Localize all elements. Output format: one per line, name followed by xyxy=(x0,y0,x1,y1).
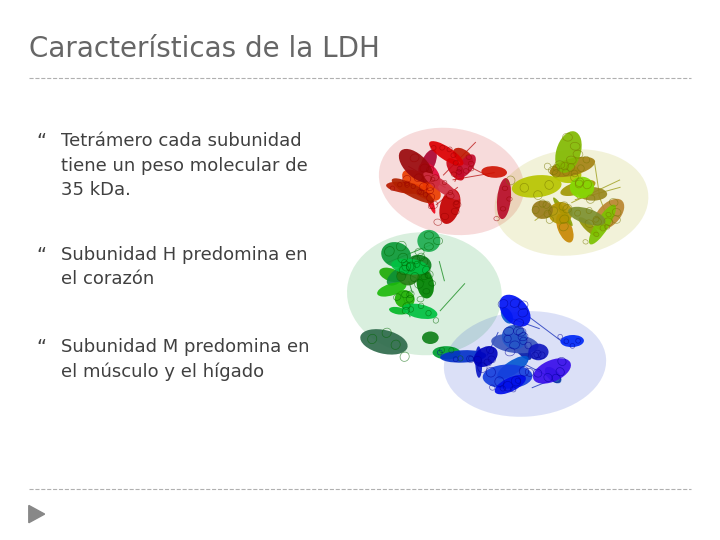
Ellipse shape xyxy=(474,346,498,367)
Ellipse shape xyxy=(456,154,476,178)
Text: “: “ xyxy=(36,132,46,151)
Ellipse shape xyxy=(551,163,582,183)
Ellipse shape xyxy=(495,375,526,394)
Ellipse shape xyxy=(402,170,441,201)
Ellipse shape xyxy=(387,267,409,286)
Ellipse shape xyxy=(553,198,572,226)
Ellipse shape xyxy=(502,325,527,349)
Ellipse shape xyxy=(482,166,507,178)
Ellipse shape xyxy=(475,346,482,378)
Ellipse shape xyxy=(377,282,406,296)
Ellipse shape xyxy=(500,295,531,327)
Ellipse shape xyxy=(568,207,606,226)
Ellipse shape xyxy=(501,307,513,323)
Ellipse shape xyxy=(391,259,429,275)
Ellipse shape xyxy=(578,187,607,201)
Ellipse shape xyxy=(549,202,572,224)
Ellipse shape xyxy=(379,268,402,282)
Ellipse shape xyxy=(453,148,473,165)
Ellipse shape xyxy=(423,172,459,200)
Ellipse shape xyxy=(560,180,595,196)
Ellipse shape xyxy=(360,329,408,355)
Text: Subunidad M predomina en
el músculo y el hígado: Subunidad M predomina en el músculo y el… xyxy=(61,338,310,381)
Ellipse shape xyxy=(392,178,434,203)
Ellipse shape xyxy=(407,255,431,274)
Ellipse shape xyxy=(439,190,461,224)
Ellipse shape xyxy=(545,367,562,383)
Text: Tetrámero cada subunidad
tiene un peso molecular de
35 kDa.: Tetrámero cada subunidad tiene un peso m… xyxy=(61,132,308,199)
Ellipse shape xyxy=(555,131,582,173)
Ellipse shape xyxy=(423,181,436,214)
Ellipse shape xyxy=(491,334,539,353)
Ellipse shape xyxy=(549,157,595,177)
Ellipse shape xyxy=(418,163,440,188)
Ellipse shape xyxy=(528,343,549,360)
Ellipse shape xyxy=(444,311,606,417)
Ellipse shape xyxy=(386,181,426,194)
Ellipse shape xyxy=(497,356,528,379)
Ellipse shape xyxy=(440,350,486,363)
Ellipse shape xyxy=(594,199,624,230)
Ellipse shape xyxy=(482,364,532,389)
Ellipse shape xyxy=(579,217,599,237)
Ellipse shape xyxy=(497,178,511,219)
Ellipse shape xyxy=(389,307,407,315)
Ellipse shape xyxy=(532,200,553,219)
Polygon shape xyxy=(29,505,45,523)
Ellipse shape xyxy=(347,232,502,355)
Ellipse shape xyxy=(429,141,464,166)
Ellipse shape xyxy=(510,334,532,360)
Ellipse shape xyxy=(560,335,584,347)
Ellipse shape xyxy=(570,177,594,198)
Text: Subunidad H predomina en
el corazón: Subunidad H predomina en el corazón xyxy=(61,246,307,288)
Ellipse shape xyxy=(418,230,441,252)
Ellipse shape xyxy=(397,262,420,286)
Ellipse shape xyxy=(402,303,437,319)
Ellipse shape xyxy=(556,214,574,242)
Ellipse shape xyxy=(417,270,434,299)
Text: “: “ xyxy=(36,246,46,265)
Text: “: “ xyxy=(36,338,46,356)
Ellipse shape xyxy=(422,332,438,344)
Ellipse shape xyxy=(433,346,461,360)
Ellipse shape xyxy=(399,149,433,183)
Ellipse shape xyxy=(512,175,562,198)
Ellipse shape xyxy=(446,158,464,180)
Ellipse shape xyxy=(420,150,437,176)
Ellipse shape xyxy=(495,149,649,256)
Ellipse shape xyxy=(395,290,415,308)
Ellipse shape xyxy=(589,205,616,245)
Ellipse shape xyxy=(533,358,571,383)
Ellipse shape xyxy=(381,242,411,267)
Ellipse shape xyxy=(379,128,524,235)
Text: Características de la LDH: Características de la LDH xyxy=(29,35,379,63)
